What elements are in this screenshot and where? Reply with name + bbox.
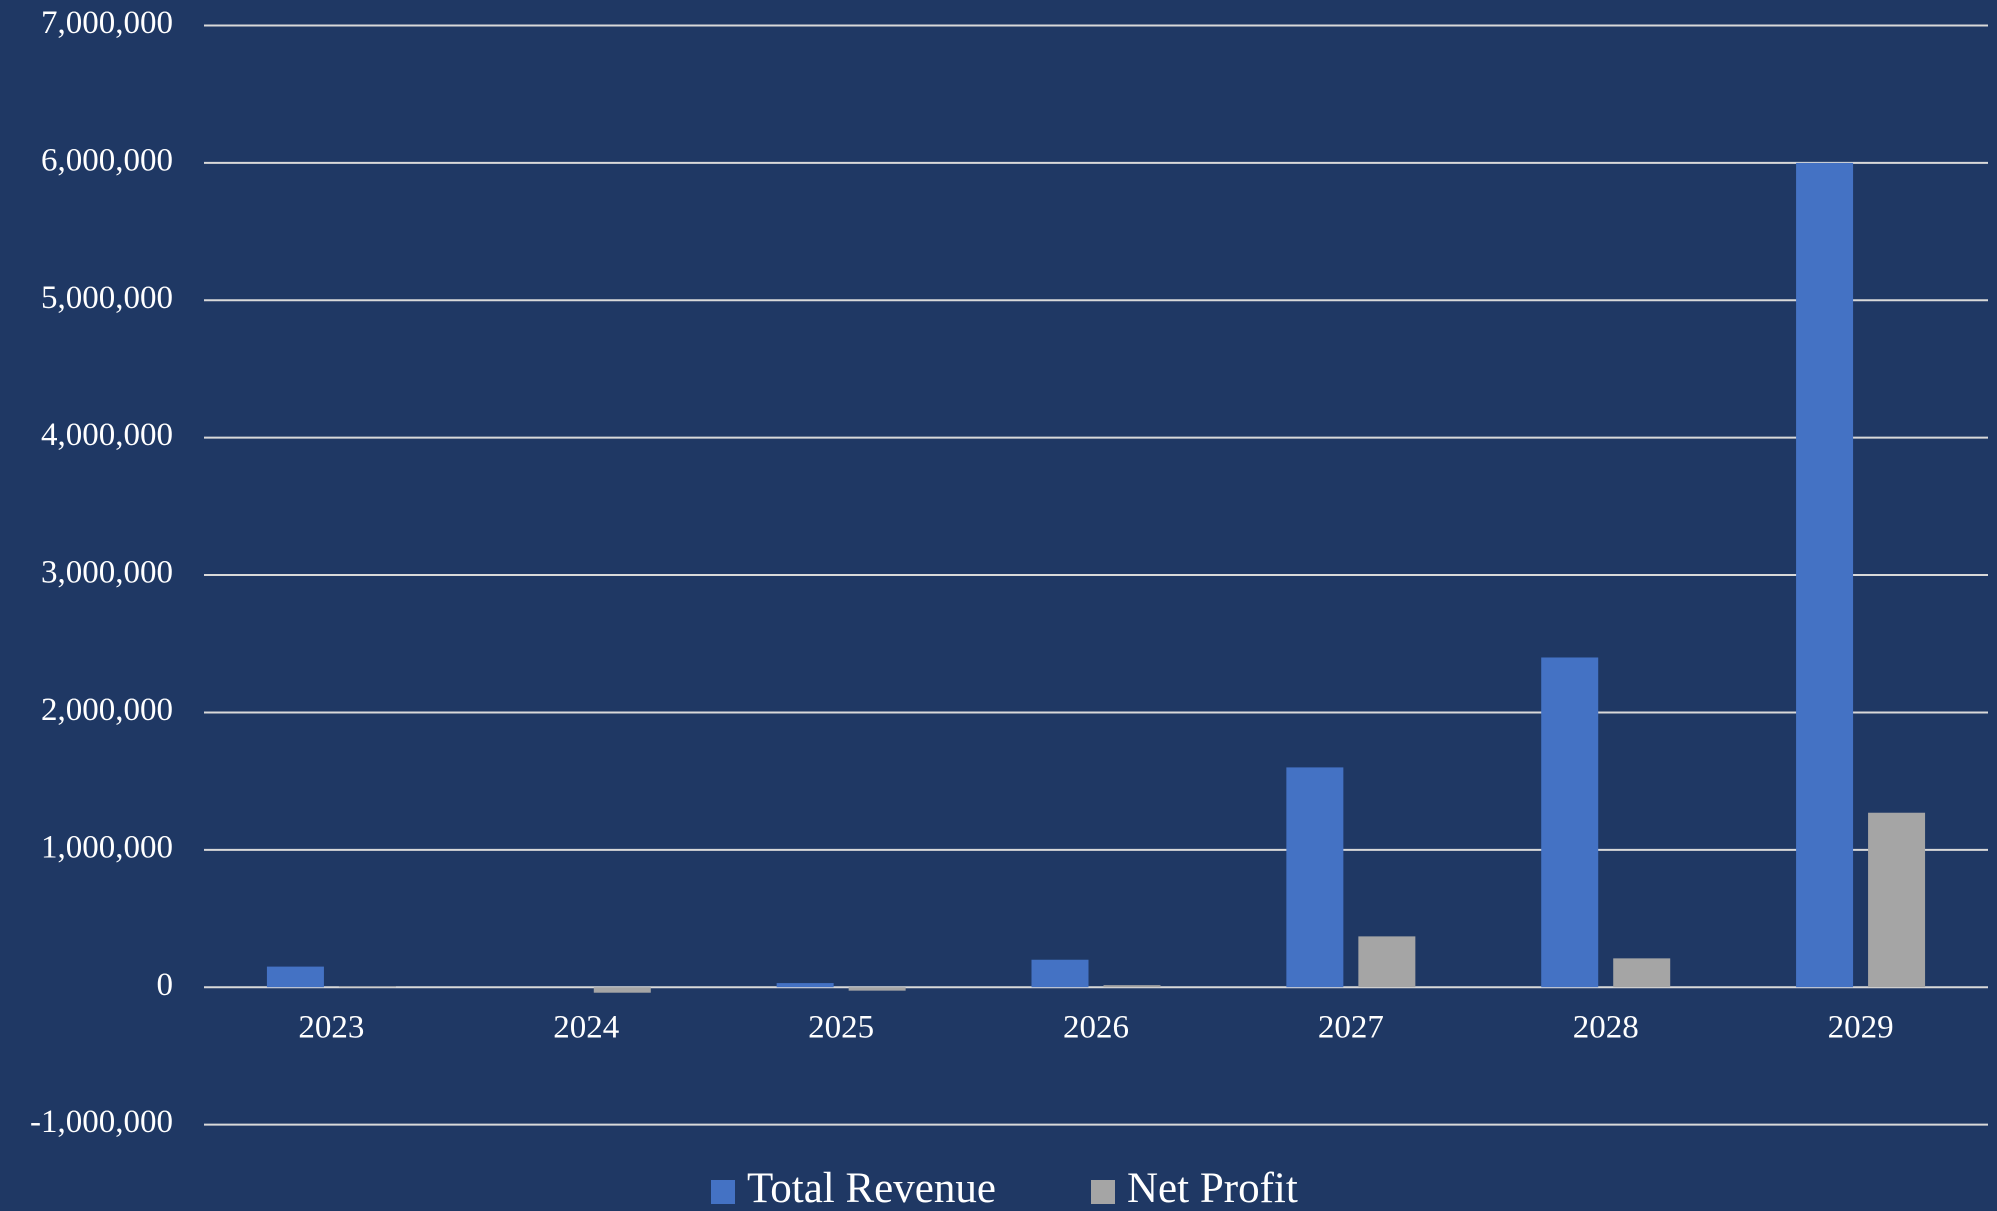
bar: [1103, 985, 1161, 988]
y-tick-label: 3,000,000: [41, 555, 173, 591]
y-tick-label: 7,000,000: [41, 5, 173, 41]
bar: [1613, 958, 1671, 988]
x-tick-label: 2027: [1318, 1010, 1384, 1046]
legend-swatch: [711, 1180, 735, 1204]
bar: [338, 986, 396, 988]
x-tick-label: 2029: [1828, 1010, 1894, 1046]
y-tick-label: 4,000,000: [41, 417, 173, 453]
y-tick-label: 1,000,000: [41, 829, 173, 865]
bar: [1358, 936, 1416, 988]
legend-swatch: [1091, 1180, 1115, 1204]
y-tick-label: 5,000,000: [41, 280, 173, 316]
x-tick-label: 2028: [1573, 1010, 1639, 1046]
bar: [266, 966, 324, 988]
bar: [1031, 959, 1089, 988]
bar: [1868, 812, 1926, 988]
legend-label: Total Revenue: [747, 1165, 996, 1211]
x-tick-label: 2025: [808, 1010, 874, 1046]
y-tick-label: 6,000,000: [41, 142, 173, 178]
y-tick-label: 0: [157, 967, 174, 1003]
legend-label: Net Profit: [1127, 1165, 1298, 1211]
bar: [1286, 767, 1344, 988]
y-tick-label: -1,000,000: [30, 1104, 173, 1140]
bar: [1541, 657, 1599, 988]
x-tick-label: 2023: [298, 1010, 364, 1046]
x-tick-label: 2026: [1063, 1010, 1129, 1046]
x-tick-label: 2024: [553, 1010, 619, 1046]
bar: [776, 983, 834, 988]
y-tick-label: 2,000,000: [41, 692, 173, 728]
bar: [593, 987, 651, 993]
bar: [848, 987, 906, 991]
bar: [1796, 162, 1854, 988]
